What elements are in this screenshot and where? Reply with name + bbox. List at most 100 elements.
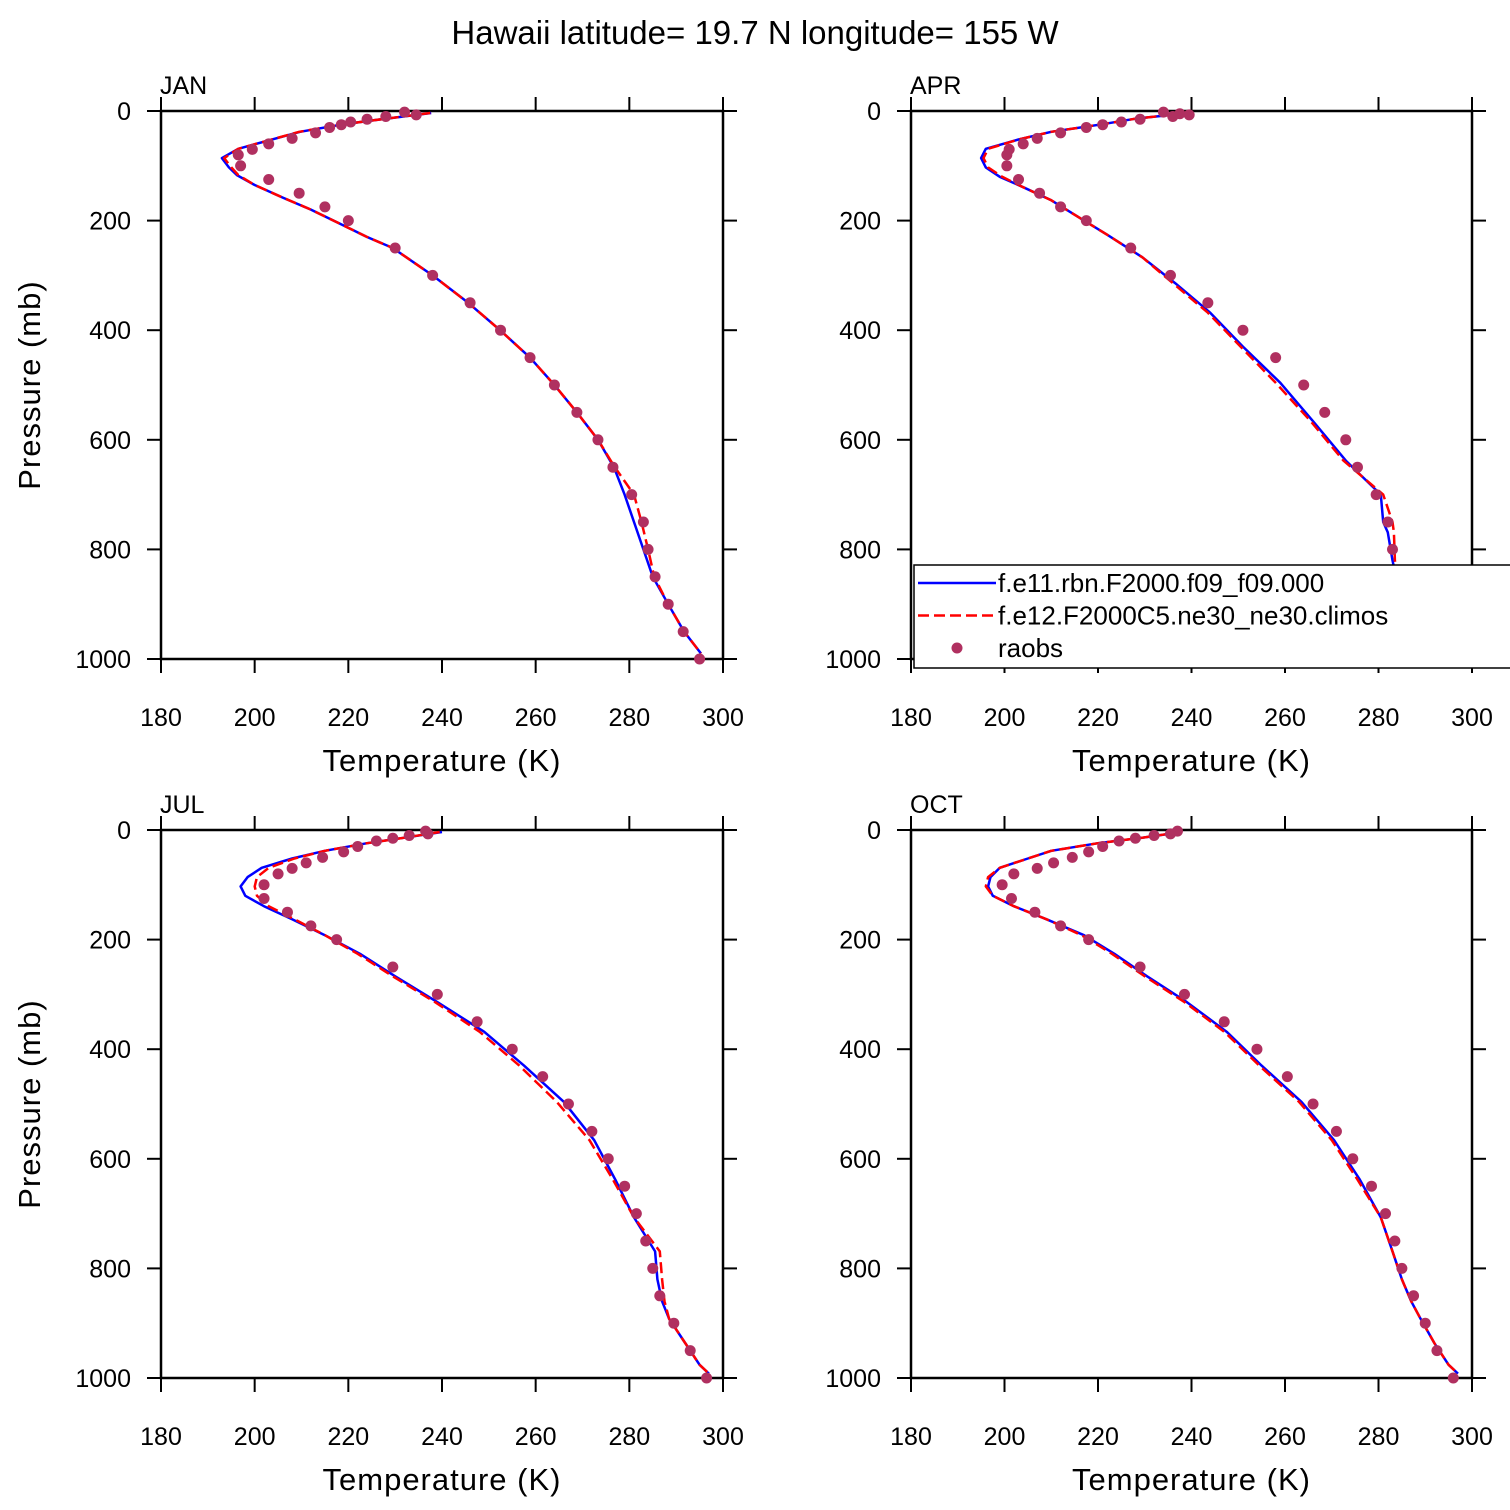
data-point <box>1218 1016 1230 1028</box>
data-point <box>272 868 284 880</box>
data-point <box>1382 516 1394 528</box>
y-tick-label: 800 <box>839 536 881 564</box>
data-point <box>1164 269 1176 281</box>
data-point <box>281 906 293 918</box>
y-tick-label: 400 <box>839 317 881 345</box>
data-point <box>1066 851 1078 863</box>
data-point <box>1396 1262 1408 1274</box>
x-tick-label: 280 <box>608 704 650 732</box>
data-point <box>1237 324 1249 336</box>
data-point <box>1330 1125 1342 1137</box>
data-point <box>431 988 443 1000</box>
data-point <box>342 215 354 227</box>
data-point <box>1001 160 1013 172</box>
data-point <box>1447 1372 1459 1384</box>
data-point <box>1129 832 1141 844</box>
data-point <box>506 1043 518 1055</box>
data-point <box>389 242 401 254</box>
data-point <box>1029 906 1041 918</box>
data-point <box>410 109 422 121</box>
x-tick-label: 260 <box>515 704 557 732</box>
panel-title: JAN <box>160 72 207 100</box>
y-tick-label: 400 <box>89 1036 131 1064</box>
x-tick-label: 200 <box>234 704 276 732</box>
legend-marker <box>951 642 963 654</box>
x-tick-label: 180 <box>140 704 182 732</box>
panel-title: APR <box>910 72 961 100</box>
data-point <box>592 434 604 446</box>
data-point <box>338 846 350 858</box>
data-point <box>352 840 364 852</box>
data-point <box>649 571 661 583</box>
data-point <box>370 835 382 847</box>
data-point <box>403 829 415 841</box>
data-point <box>647 1262 659 1274</box>
data-point <box>1270 352 1282 364</box>
x-tick-label: 300 <box>1451 1423 1493 1451</box>
data-point <box>626 489 638 501</box>
data-point <box>524 352 536 364</box>
data-point <box>537 1071 549 1083</box>
y-tick-label: 800 <box>839 1255 881 1283</box>
x-tick-label: 300 <box>1451 704 1493 732</box>
data-point <box>1083 846 1095 858</box>
data-point <box>619 1180 631 1192</box>
data-point <box>562 1098 574 1110</box>
data-point <box>286 862 298 874</box>
x-tick-label: 180 <box>890 704 932 732</box>
y-axis-label: Pressure (mb) <box>12 999 47 1208</box>
data-point <box>263 138 275 150</box>
x-tick-label: 280 <box>1358 1423 1400 1451</box>
data-point <box>1431 1345 1443 1357</box>
x-tick-label: 200 <box>984 1423 1026 1451</box>
x-axis-label: Temperature (K) <box>323 743 562 778</box>
data-point <box>293 187 305 199</box>
x-axis-label: Temperature (K) <box>323 1462 562 1497</box>
data-point <box>1083 934 1095 946</box>
series-line <box>984 830 1459 1375</box>
data-point <box>464 297 476 309</box>
data-point <box>1408 1290 1420 1302</box>
legend: f.e11.rbn.F2000.f09_f09.000f.e12.F2000C5… <box>913 564 1510 669</box>
y-tick-label: 600 <box>89 1146 131 1174</box>
data-point <box>427 269 439 281</box>
data-point <box>548 379 560 391</box>
data-point <box>1006 893 1018 904</box>
data-point <box>258 893 270 904</box>
x-tick-label: 260 <box>1264 1423 1306 1451</box>
data-point <box>471 1016 483 1028</box>
data-point <box>258 879 270 891</box>
x-tick-label: 280 <box>1358 704 1400 732</box>
y-tick-label: 1000 <box>825 646 881 674</box>
data-point <box>1125 242 1137 254</box>
data-point <box>1048 857 1060 869</box>
data-point <box>1387 543 1399 555</box>
data-point <box>300 857 312 869</box>
x-tick-label: 240 <box>421 1423 463 1451</box>
data-point <box>1340 434 1352 446</box>
data-point <box>1008 868 1020 880</box>
panel-title: JUL <box>160 791 205 819</box>
y-tick-label: 600 <box>839 427 881 455</box>
x-tick-label: 260 <box>515 1423 557 1451</box>
data-point <box>1134 961 1146 973</box>
y-tick-label: 600 <box>839 1146 881 1174</box>
data-point <box>1281 1071 1293 1083</box>
data-point <box>662 598 674 610</box>
panel: JUL 180 200 220 240 260 280 300 0 200 400 600 800 100… <box>12 791 744 1497</box>
y-tick-label: 600 <box>89 427 131 455</box>
data-point <box>335 119 347 131</box>
panel: JAN 180 200 220 240 260 280 300 0 200 400 600 800 100… <box>12 72 744 778</box>
plot-frame <box>159 109 725 661</box>
data-point <box>640 1235 652 1247</box>
x-tick-label: 220 <box>327 1423 369 1451</box>
data-point <box>1097 840 1109 852</box>
series-line <box>253 830 710 1375</box>
data-point <box>1167 110 1179 122</box>
series-line <box>982 111 1450 655</box>
data-point <box>630 1208 642 1220</box>
data-point <box>1365 1180 1377 1192</box>
figure-title: Hawaii latitude= 19.7 N longitude= 155 W <box>451 14 1059 51</box>
data-point <box>380 110 392 122</box>
